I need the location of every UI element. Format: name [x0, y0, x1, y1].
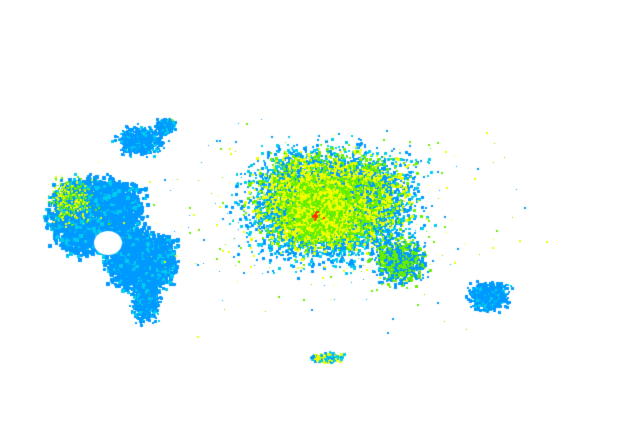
density-map-canvas	[0, 0, 640, 427]
density-map	[0, 0, 640, 427]
